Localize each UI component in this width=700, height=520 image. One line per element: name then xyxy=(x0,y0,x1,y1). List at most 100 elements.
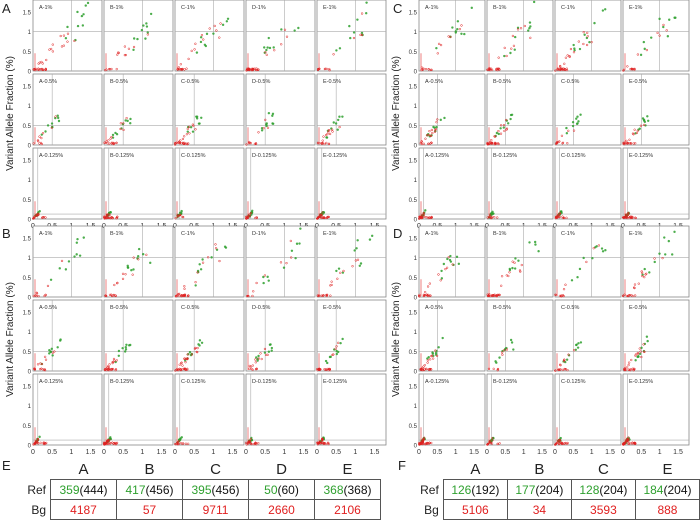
table-f-bg-c: 3593 xyxy=(570,499,636,520)
x-tick-label: 1.5 xyxy=(537,449,547,456)
y-tick-label: 1 xyxy=(414,256,418,262)
background-point xyxy=(636,129,639,132)
background-point xyxy=(564,368,568,371)
subplot-title: B-0.5% xyxy=(110,79,128,85)
background-point xyxy=(490,294,494,297)
background-point xyxy=(427,68,430,71)
background-point xyxy=(325,141,328,145)
background-point xyxy=(38,135,41,138)
background-point xyxy=(423,364,426,367)
background-point xyxy=(327,129,331,132)
panel-label-d: D xyxy=(393,226,402,241)
background-point xyxy=(639,350,642,353)
background-point xyxy=(630,358,633,362)
background-point xyxy=(219,22,222,25)
background-point xyxy=(635,131,639,135)
reference-point xyxy=(433,126,436,129)
background-point xyxy=(352,36,356,40)
background-point xyxy=(327,442,330,445)
background-point xyxy=(577,40,580,43)
background-point xyxy=(105,367,108,370)
subplot-title: B-0.125% xyxy=(110,153,134,159)
reference-point xyxy=(361,33,364,37)
x-tick-label: 0.5 xyxy=(260,449,270,456)
background-point xyxy=(37,212,40,215)
background-point xyxy=(630,215,633,218)
reference-point xyxy=(355,247,358,250)
reference-point xyxy=(573,47,576,50)
background-point xyxy=(40,367,43,370)
background-point xyxy=(283,28,287,31)
background-point xyxy=(486,293,489,296)
background-point xyxy=(36,363,40,366)
background-point xyxy=(40,60,43,64)
background-point xyxy=(325,293,329,296)
subplot-title: E-0.5% xyxy=(629,79,647,85)
reference-point xyxy=(141,252,145,256)
subplot-title: E-1% xyxy=(323,5,337,11)
x-tick-label: 0.5 xyxy=(568,449,578,456)
subplot-title: B-0.5% xyxy=(110,305,128,311)
background-point xyxy=(323,442,326,445)
y-tick-label: 1.5 xyxy=(409,84,418,90)
reference-point xyxy=(78,254,82,257)
background-point xyxy=(109,137,112,140)
background-point xyxy=(110,67,113,71)
background-point xyxy=(513,261,516,264)
background-point xyxy=(554,369,557,372)
reference-point xyxy=(124,119,127,122)
background-point xyxy=(633,283,637,286)
reference-point xyxy=(111,133,115,137)
background-point xyxy=(192,124,195,127)
background-point xyxy=(494,142,497,146)
x-tick-label: 0 xyxy=(102,449,106,456)
background-point xyxy=(251,368,254,371)
background-point xyxy=(38,368,42,371)
background-point xyxy=(360,33,364,37)
subplot-frame xyxy=(245,0,316,72)
background-point xyxy=(322,294,325,297)
background-point xyxy=(106,367,109,371)
reference-point xyxy=(650,36,653,39)
y-tick-label: 1 xyxy=(414,404,418,410)
reference-point xyxy=(439,118,442,122)
background-point xyxy=(435,354,439,357)
x-tick-label: 1 xyxy=(522,449,526,456)
subplot-title: E-0.125% xyxy=(323,153,347,159)
table-e-col-b: B xyxy=(144,460,155,478)
background-point xyxy=(46,284,50,288)
background-point xyxy=(213,24,216,28)
reference-point xyxy=(328,355,332,359)
background-point xyxy=(201,261,205,264)
reference-point xyxy=(280,28,283,31)
reference-point xyxy=(588,40,591,44)
background-point xyxy=(248,364,251,368)
background-point xyxy=(559,441,563,444)
x-tick-label: 1.5 xyxy=(673,449,683,456)
panel-label-e: E xyxy=(2,458,11,473)
background-point xyxy=(433,130,437,133)
reference-point xyxy=(335,49,338,52)
reference-point xyxy=(532,0,536,4)
background-point xyxy=(186,353,189,356)
subplot-frame xyxy=(103,373,174,446)
reference-point xyxy=(658,252,661,255)
table-f-ref-c: 128(204) xyxy=(570,479,636,500)
background-point xyxy=(245,294,249,298)
reference-point xyxy=(571,124,575,128)
background-point xyxy=(178,141,181,144)
reference-point xyxy=(455,255,459,259)
background-point xyxy=(505,127,509,130)
y-tick-label: 1 xyxy=(414,104,418,110)
y-tick-label: 1.5 xyxy=(409,10,418,16)
background-point xyxy=(425,134,429,137)
background-point xyxy=(625,294,629,298)
reference-point xyxy=(191,130,195,133)
y-tick-label: 1.5 xyxy=(409,158,418,164)
background-point xyxy=(279,261,283,264)
background-point xyxy=(145,253,148,256)
table-f: A B C E Ref 126(192) 177(204) 128(204) 1… xyxy=(412,459,700,520)
subplot-title: B-0.5% xyxy=(493,305,511,311)
reference-point xyxy=(250,211,254,214)
reference-point xyxy=(250,436,253,440)
